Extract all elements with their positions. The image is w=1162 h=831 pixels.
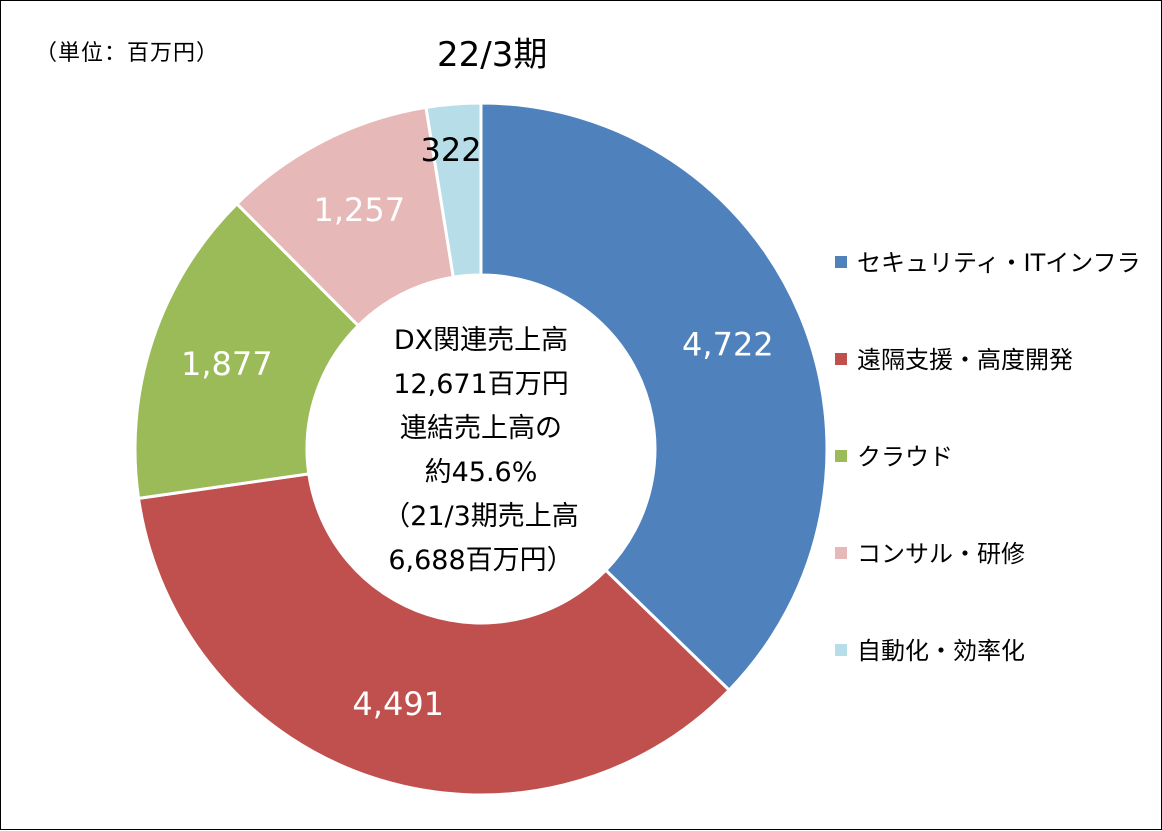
legend-swatch bbox=[835, 644, 847, 656]
legend-swatch bbox=[835, 256, 847, 268]
center-line-2: 12,671百万円 bbox=[393, 369, 569, 400]
center-line-3: 連結売上高の bbox=[400, 413, 562, 444]
unit-note: （単位：百万円） bbox=[35, 41, 220, 66]
data-label: 4,491 bbox=[352, 685, 444, 723]
data-label: 1,877 bbox=[181, 345, 273, 383]
legend-label: コンサル・研修 bbox=[857, 540, 1025, 568]
slice-remote bbox=[136, 472, 732, 797]
legend-label: 遠隔支援・高度開発 bbox=[857, 346, 1073, 374]
data-label: 1,257 bbox=[313, 191, 405, 229]
legend-label: クラウド bbox=[857, 443, 953, 471]
slice-security bbox=[479, 101, 829, 693]
slice-automation bbox=[424, 101, 483, 279]
legend-swatch bbox=[835, 547, 847, 559]
legend-label: 自動化・効率化 bbox=[857, 637, 1025, 665]
center-line-1: DX関連売上高 bbox=[393, 325, 569, 356]
legend-label: セキュリティ・ITインフラ bbox=[857, 249, 1141, 277]
center-line-4: 約45.6% bbox=[424, 457, 538, 488]
slice-cloud bbox=[133, 201, 361, 501]
legend-swatch bbox=[835, 353, 847, 365]
legend-swatch bbox=[835, 450, 847, 462]
center-summary: DX関連売上高 12,671百万円 連結売上高の 約45.6% （21/3期売上… bbox=[331, 319, 631, 583]
center-line-6: 6,688百万円） bbox=[388, 545, 574, 576]
center-line-5: （21/3期売上高 bbox=[383, 501, 579, 532]
chart-title: 22/3期 bbox=[437, 35, 548, 75]
data-label: 322 bbox=[421, 131, 482, 169]
data-label: 4,722 bbox=[682, 326, 774, 364]
